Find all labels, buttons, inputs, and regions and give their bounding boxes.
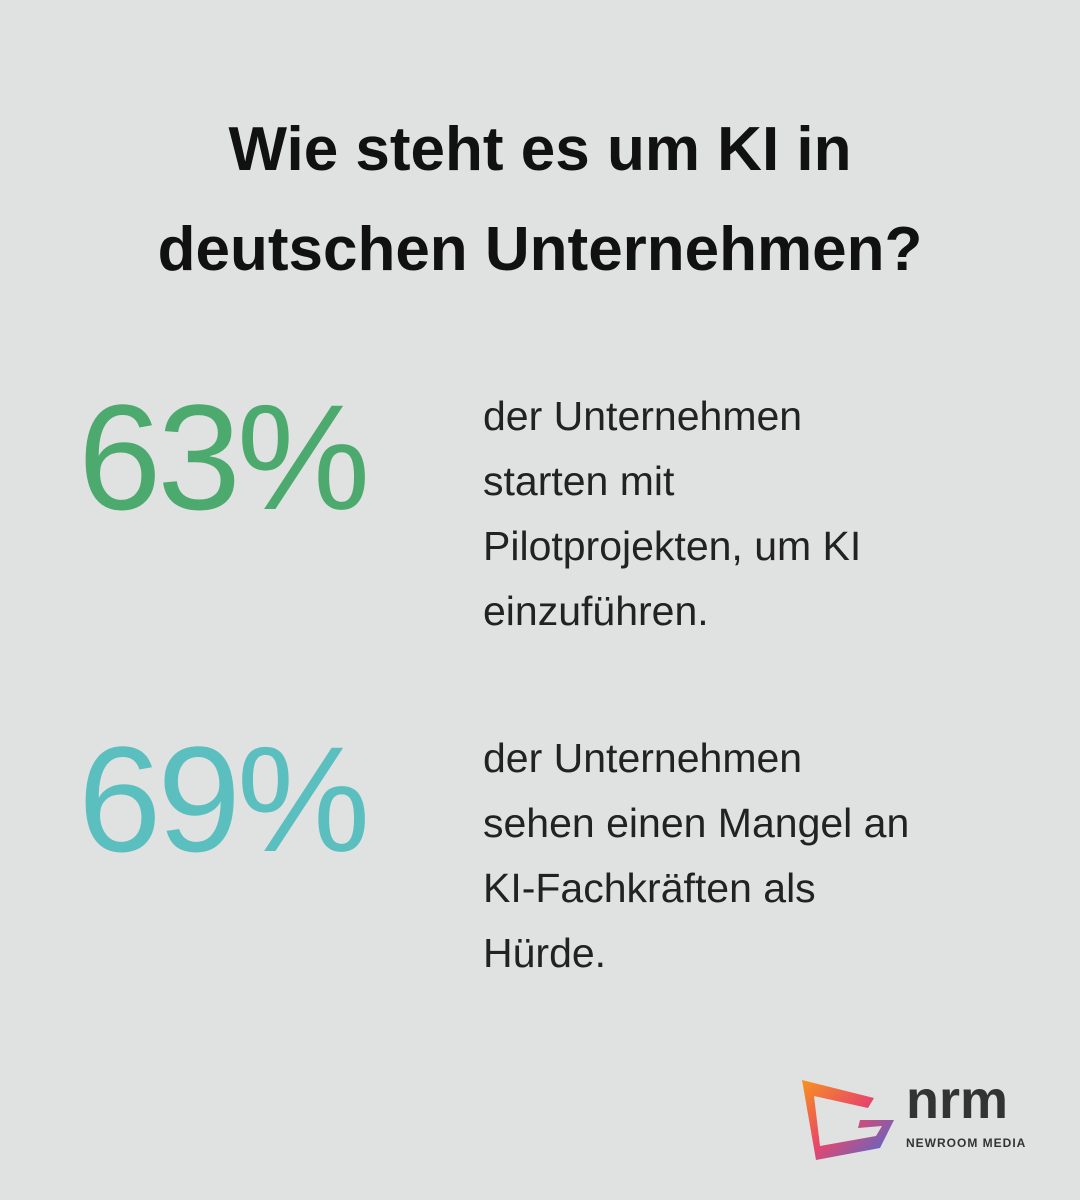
logo-shape <box>802 1080 894 1160</box>
logo-name: nrm <box>906 1070 1009 1130</box>
stat: 63% der Unternehmen starten mit Pilotprojek… <box>0 372 1080 652</box>
description-line: Pilotprojekten, um KI <box>483 523 862 569</box>
logo-subtitle: NEWROOM MEDIA <box>906 1136 1027 1150</box>
stat: 69% der Unternehmen sehen einen Mangel an K… <box>0 714 1080 994</box>
title-line: Wie steht es um KI in <box>228 115 852 184</box>
description-line: sehen einen Mangel an <box>483 800 910 846</box>
title-line: deutschen Unternehmen? <box>157 215 923 284</box>
stat-description: der Unternehmen sehen einen Mangel an KI-F… <box>483 726 909 986</box>
description-line: Hürde. <box>483 930 607 976</box>
title: Wie steht es um KI in deutschen Unternehm… <box>0 100 1080 300</box>
description-line: der Unternehmen <box>483 393 803 439</box>
description-line: der Unternehmen <box>483 735 803 781</box>
stat-description: der Unternehmen starten mit Pilotprojekten… <box>483 384 861 644</box>
description-line: einzuführen. <box>483 588 709 634</box>
description-line: KI-Fachkräften als <box>483 865 816 911</box>
description-line: starten mit <box>483 458 675 504</box>
logo-mark <box>802 1080 894 1160</box>
stat-value: 63% <box>78 373 370 541</box>
stat-value: 69% <box>78 715 370 883</box>
logo: nrm NEWROOM MEDIA <box>798 1070 1048 1166</box>
